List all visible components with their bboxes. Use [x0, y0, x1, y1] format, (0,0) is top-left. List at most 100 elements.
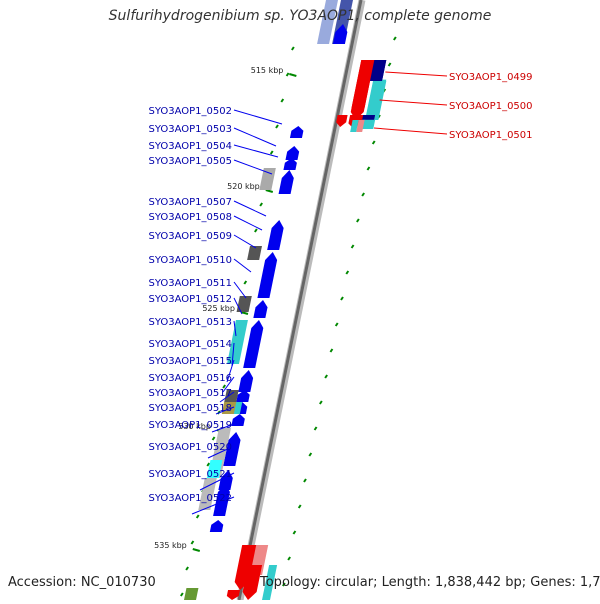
grid-tick-outer — [334, 322, 339, 327]
feature-block — [206, 460, 223, 478]
kbp-tick-label: 525 kbp — [202, 304, 235, 313]
gene-label-forward: SYO3AOP1_0510 — [148, 255, 232, 266]
label-leader-forward — [233, 234, 257, 249]
grid-tick-outer — [361, 192, 365, 197]
gene-label-reverse: SYO3AOP1_0500 — [449, 101, 533, 112]
label-leader-reverse — [373, 127, 448, 135]
grid-tick-inner — [222, 384, 226, 389]
grid-tick-inner — [291, 46, 295, 51]
grid-tick-outer — [371, 140, 376, 145]
grid-tick-outer — [340, 296, 344, 301]
label-leader-forward — [233, 320, 237, 337]
gene-arrow-forward — [236, 390, 250, 402]
gene-label-forward: SYO3AOP1_0512 — [148, 294, 232, 305]
feature-block — [356, 120, 365, 132]
kbp-tick-label: 530 kbp — [178, 422, 211, 431]
label-leader-forward — [219, 391, 235, 403]
label-leader-forward — [233, 258, 252, 273]
label-leader-forward — [215, 406, 235, 415]
kbp-tick-label: 515 kbp — [251, 66, 284, 75]
feature-block — [317, 0, 338, 44]
grid-tick-outer — [356, 218, 360, 223]
gene-label-forward: SYO3AOP1_0508 — [148, 212, 232, 223]
label-leader-forward — [211, 423, 235, 433]
grid-tick-outer — [366, 166, 371, 171]
label-leader-forward — [233, 127, 277, 147]
gene-label-forward: SYO3AOP1_0516 — [148, 373, 232, 384]
feature-block — [369, 60, 387, 81]
grid-tick-outer — [287, 556, 291, 561]
gene-label-forward: SYO3AOP1_0522 — [148, 493, 232, 504]
accession-text: Accession: NC_010730 — [8, 575, 156, 590]
label-leader-forward — [233, 297, 243, 315]
label-leader-forward — [231, 342, 235, 367]
gene-arrow-reverse — [336, 115, 348, 127]
gene-arrow-reverse — [242, 565, 263, 600]
feature-block — [350, 120, 359, 132]
gene-arrow-forward — [209, 520, 224, 532]
feature-block — [262, 565, 278, 600]
label-leader-forward — [199, 472, 235, 491]
gene-arrow-forward — [278, 170, 294, 194]
gene-arrow-reverse — [234, 545, 257, 590]
gene-label-forward: SYO3AOP1_0514 — [148, 339, 232, 350]
label-leader-forward — [233, 144, 279, 158]
gene-label-forward: SYO3AOP1_0513 — [148, 317, 232, 328]
grid-tick-inner — [285, 72, 290, 77]
grid-tick-outer — [313, 426, 318, 431]
grid-tick-outer — [324, 374, 328, 379]
gene-arrow-forward — [238, 370, 254, 392]
kbp-tick-mark — [192, 548, 201, 552]
gene-label-reverse: SYO3AOP1_0501 — [449, 130, 533, 141]
grid-tick-outer — [350, 244, 355, 249]
grid-tick-inner — [180, 592, 184, 597]
grid-tick-inner — [269, 150, 274, 155]
grid-tick-outer — [393, 36, 397, 41]
grid-tick-inner — [185, 566, 189, 571]
label-leader-forward — [226, 359, 235, 383]
backbone-line — [237, 0, 363, 601]
grid-tick-outer — [329, 348, 334, 353]
feature-block — [247, 246, 262, 260]
grid-tick-outer — [345, 270, 350, 275]
label-leader-forward — [233, 215, 263, 231]
gene-label-forward: SYO3AOP1_0519 — [148, 420, 232, 431]
feature-block — [259, 168, 276, 190]
grid-tick-inner — [259, 202, 263, 207]
gene-label-forward: SYO3AOP1_0515 — [148, 356, 232, 367]
topology-text: Topology: circular; Length: 1,838,442 bp… — [260, 575, 600, 590]
genome-title: Sulfurihydrogenibium sp. YO3AOP1, comple… — [108, 8, 492, 24]
gene-label-forward: SYO3AOP1_0518 — [148, 403, 232, 414]
grid-tick-inner — [190, 540, 195, 545]
gene-label-forward: SYO3AOP1_0521 — [148, 469, 232, 480]
grid-tick-inner — [280, 98, 285, 103]
kbp-tick-label: 520 kbp — [227, 182, 260, 191]
feature-block — [361, 115, 376, 120]
gene-label-forward: SYO3AOP1_0504 — [148, 141, 232, 152]
kbp-tick-mark — [265, 189, 274, 193]
label-leader-forward — [207, 445, 235, 459]
gene-arrow-forward — [257, 252, 278, 298]
grid-tick-outer — [292, 530, 297, 535]
gene-label-forward: SYO3AOP1_0503 — [148, 124, 232, 135]
grid-tick-outer — [319, 400, 323, 405]
label-leader-reverse — [385, 71, 448, 77]
gene-label-forward: SYO3AOP1_0505 — [148, 156, 232, 167]
grid-tick-inner — [275, 124, 279, 129]
gene-label-forward: SYO3AOP1_0502 — [148, 106, 232, 117]
label-leader-reverse — [379, 99, 448, 106]
gene-arrow-forward — [213, 484, 230, 516]
label-leader-forward — [233, 109, 283, 125]
gene-label-forward: SYO3AOP1_0507 — [148, 197, 232, 208]
gene-arrow-forward — [267, 220, 284, 250]
gene-label-forward: SYO3AOP1_0517 — [148, 388, 232, 399]
gene-arrow-reverse — [350, 60, 375, 120]
label-leader-forward — [222, 376, 235, 393]
grid-tick-outer — [308, 452, 313, 457]
grid-tick-outer — [387, 62, 392, 67]
gene-label-reverse: SYO3AOP1_0499 — [449, 72, 533, 83]
gene-arrow-forward — [332, 24, 348, 44]
label-leader-forward — [233, 159, 273, 175]
gene-label-forward: SYO3AOP1_0520 — [148, 442, 232, 453]
